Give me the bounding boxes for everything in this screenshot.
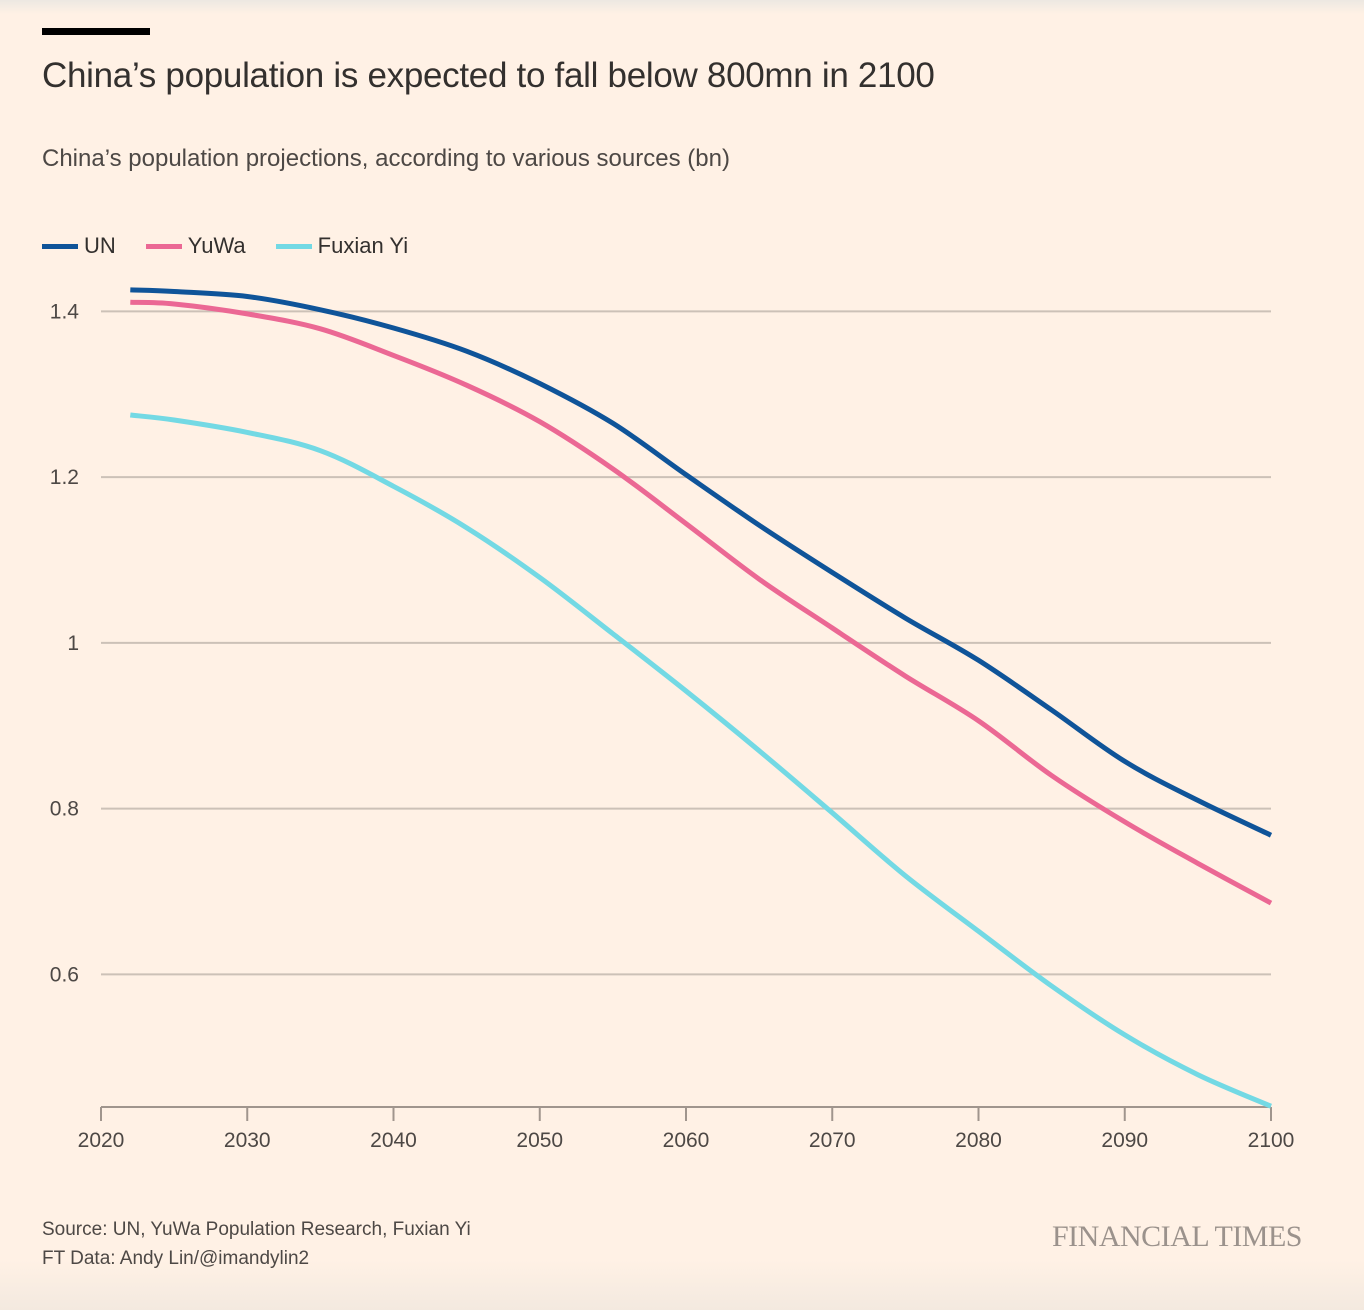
series-line-yuwa (130, 299, 1273, 906)
chart-title: China’s population is expected to fall b… (42, 56, 935, 95)
x-axis: 2020 2030 2040 2050 2060 2070 2080 2090 2100 (78, 1106, 1295, 1152)
legend-item-yuwa: YuWa (145, 233, 246, 259)
legend-label-yuwa: YuWa (187, 233, 246, 258)
legend-label-fuxian-yi: Fuxian Yi (317, 233, 409, 258)
y-tick-label: 1.2 (50, 466, 79, 489)
x-tick-label: 2080 (955, 1129, 1002, 1152)
x-tick-label: 2030 (224, 1129, 271, 1152)
top-accent-bar (42, 28, 150, 35)
x-tick-label: 2090 (1101, 1129, 1148, 1152)
x-tick-label: 2060 (663, 1129, 710, 1152)
x-tick-label: 2020 (78, 1129, 125, 1152)
y-tick-label: 1 (67, 632, 79, 655)
legend-item-fuxian-yi: Fuxian Yi (275, 233, 409, 259)
legend: UN YuWa Fuxian Yi (42, 233, 438, 259)
y-tick-label: 0.8 (50, 798, 79, 821)
x-tick-label: 2040 (370, 1129, 417, 1152)
x-tick-label: 2070 (809, 1129, 856, 1152)
series-lines (129, 287, 1273, 1109)
legend-swatch-yuwa (145, 243, 182, 249)
y-axis-tick-labels: 0.6 0.8 1 1.2 1.4 (50, 300, 80, 986)
legend-swatch-fuxian-yi (275, 243, 312, 249)
series-line-un (130, 287, 1273, 838)
x-tick-label: 2100 (1248, 1129, 1295, 1152)
series-line-fuxian-yi (129, 412, 1272, 1109)
y-tick-label: 1.4 (50, 300, 80, 323)
source-text: Source: UN, YuWa Population Research, Fu… (42, 1219, 471, 1240)
legend-swatch-un (42, 243, 78, 249)
legend-item-un: UN (42, 233, 116, 259)
x-tick-label: 2050 (516, 1129, 563, 1152)
y-tick-label: 0.6 (50, 963, 79, 986)
ft-logo: FINANCIAL TIMES (1051, 1220, 1303, 1253)
credit-text: FT Data: Andy Lin/@imandylin2 (42, 1248, 310, 1269)
gridlines (101, 310, 1271, 976)
source-note: Source: UN, YuWa Population Research, Fu… (42, 1215, 471, 1273)
chart-subtitle: China’s population projections, accordin… (42, 145, 730, 172)
legend-label-un: UN (84, 233, 116, 258)
